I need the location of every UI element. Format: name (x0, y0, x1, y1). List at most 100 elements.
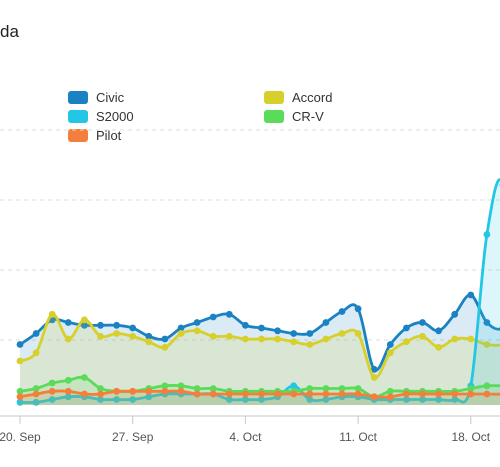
data-point-pilot (177, 387, 185, 395)
data-point-civic (177, 324, 185, 332)
data-point-s2000 (322, 396, 330, 403)
data-point-accord (370, 374, 378, 381)
data-point-pilot (419, 390, 426, 398)
legend-label-civic: Civic (96, 90, 125, 105)
data-point-cr-v (322, 385, 330, 392)
chart-title: da (0, 22, 19, 41)
data-point-civic (81, 321, 88, 329)
data-point-cr-v (193, 385, 201, 392)
data-point-civic (161, 335, 169, 343)
data-point-cr-v (483, 382, 491, 390)
series-area-pilot (20, 390, 500, 405)
legend-swatch-civic (68, 91, 88, 104)
legend-label-pilot: Pilot (96, 128, 122, 143)
data-point-civic (274, 327, 281, 335)
data-point-accord (209, 332, 217, 340)
data-point-civic (419, 319, 426, 326)
data-point-pilot (274, 390, 281, 398)
data-point-cr-v (32, 385, 40, 392)
data-point-s2000 (129, 396, 137, 403)
data-point-s2000 (419, 396, 426, 403)
data-point-civic (386, 341, 394, 348)
legend-label-cr-v: CR-V (292, 109, 324, 124)
data-point-pilot (322, 390, 330, 398)
x-tick-label: 11. Oct (339, 430, 377, 444)
data-point-civic (483, 319, 491, 326)
legend-swatch-cr-v (264, 110, 284, 123)
data-point-accord (354, 330, 362, 337)
data-point-cr-v (64, 376, 72, 384)
data-point-pilot (290, 390, 298, 398)
data-point-accord (32, 349, 40, 357)
series-line-s2000 (19, 178, 500, 404)
data-point-civic (403, 324, 410, 332)
legend-swatch-pilot (68, 129, 88, 142)
x-tick-label: 18. Oct (451, 430, 490, 444)
legend-item-s2000[interactable]: S2000 (68, 109, 134, 124)
data-point-civic (435, 327, 442, 335)
x-tick-label: 27. Sep (112, 430, 154, 444)
data-point-pilot (48, 387, 56, 395)
data-point-pilot (435, 390, 442, 398)
data-point-civic (467, 291, 475, 299)
data-point-accord (16, 357, 24, 365)
data-point-pilot (161, 387, 169, 395)
data-point-accord (225, 332, 233, 340)
data-point-accord (435, 343, 442, 351)
legend-item-civic[interactable]: Civic (68, 90, 124, 105)
data-point-accord (64, 335, 72, 343)
data-point-cr-v (16, 387, 24, 395)
legend-item-accord[interactable]: Accord (264, 90, 332, 105)
data-point-accord (306, 341, 314, 348)
legend-label-s2000: S2000 (96, 109, 134, 124)
data-point-accord (81, 316, 88, 324)
data-point-accord (322, 335, 330, 343)
data-point-pilot (386, 393, 394, 401)
data-point-civic (451, 310, 459, 318)
data-point-pilot (209, 390, 217, 398)
data-point-civic (290, 330, 298, 337)
data-point-accord (161, 343, 169, 351)
data-point-s2000 (290, 382, 298, 390)
data-point-pilot (225, 390, 233, 398)
data-point-accord (145, 338, 153, 346)
data-point-cr-v (338, 385, 346, 392)
data-point-pilot (354, 390, 362, 398)
data-point-civic (354, 305, 362, 313)
data-point-civic (322, 319, 330, 326)
data-point-accord (419, 332, 426, 340)
data-point-pilot (32, 390, 40, 398)
data-point-pilot (97, 390, 104, 398)
data-point-civic (193, 319, 201, 326)
data-point-cr-v (177, 382, 185, 390)
data-point-s2000 (48, 396, 56, 403)
data-point-civic (225, 310, 233, 318)
data-point-pilot (16, 393, 24, 401)
data-point-s2000 (451, 396, 459, 403)
data-point-s2000 (483, 231, 491, 238)
data-point-accord (483, 341, 491, 348)
data-point-accord (242, 335, 249, 343)
data-point-pilot (338, 390, 346, 398)
data-point-accord (193, 327, 201, 335)
data-point-civic (113, 321, 120, 329)
data-point-s2000 (64, 393, 72, 401)
data-point-pilot (258, 390, 265, 398)
data-point-civic (16, 341, 24, 348)
data-point-civic (370, 365, 378, 373)
data-point-s2000 (225, 396, 233, 403)
data-point-pilot (113, 387, 120, 395)
data-point-accord (467, 335, 475, 343)
data-point-pilot (129, 387, 137, 395)
data-point-accord (97, 332, 104, 340)
legend-item-pilot[interactable]: Pilot (68, 128, 121, 143)
data-point-s2000 (16, 398, 24, 406)
data-point-accord (48, 310, 56, 318)
data-point-civic (258, 324, 265, 332)
data-point-s2000 (113, 396, 120, 403)
series-area-accord (20, 314, 500, 405)
legend-label-accord: Accord (292, 90, 333, 105)
data-point-pilot (467, 390, 475, 398)
data-point-accord (451, 335, 459, 343)
legend-item-cr-v[interactable]: CR-V (264, 109, 324, 124)
